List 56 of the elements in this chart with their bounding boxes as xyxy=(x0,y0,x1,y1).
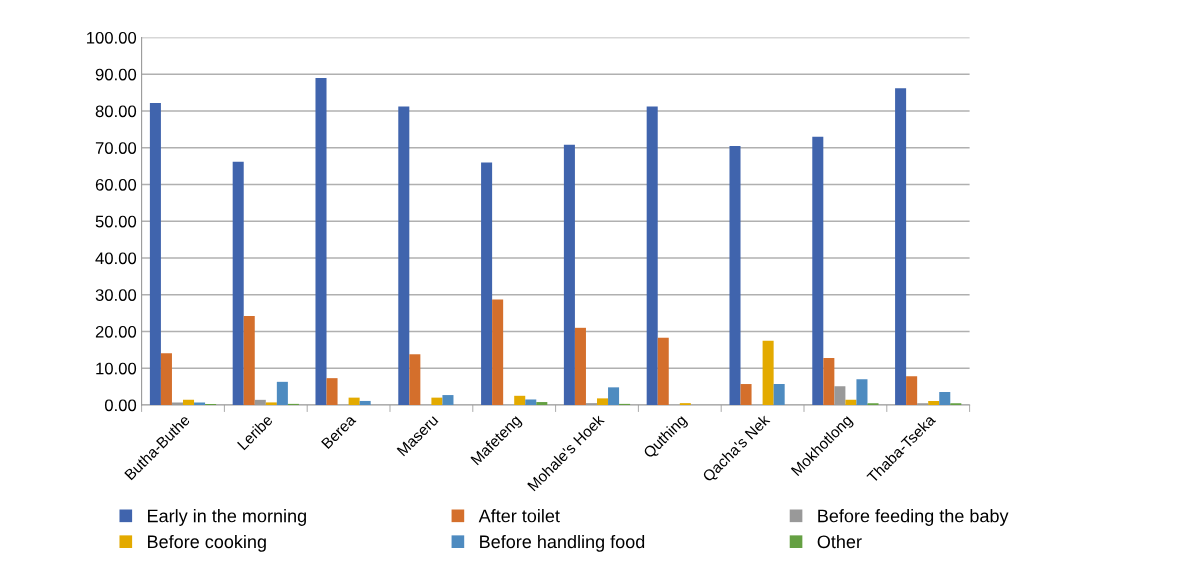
bar xyxy=(895,88,907,405)
bar xyxy=(194,402,206,405)
bar xyxy=(574,327,586,405)
bar xyxy=(646,106,658,405)
bar xyxy=(525,399,537,405)
bar xyxy=(823,357,835,405)
bar xyxy=(315,77,327,405)
bar xyxy=(928,400,940,405)
y-tick-label: 60.00 xyxy=(95,178,137,191)
bar xyxy=(492,299,504,405)
legend-label: Before handling food xyxy=(480,534,645,552)
y-tick-label: 100.00 xyxy=(87,31,137,44)
y-tick-label: 20.00 xyxy=(95,325,137,338)
y-tick-label: 80.00 xyxy=(95,105,137,118)
bar xyxy=(442,395,454,405)
bar xyxy=(409,354,421,405)
bar xyxy=(149,102,161,405)
legend-label: Before feeding the baby xyxy=(818,509,1009,526)
y-tick-label: 50.00 xyxy=(95,215,137,228)
y-tick-label: 90.00 xyxy=(95,68,137,81)
bar xyxy=(160,353,172,405)
legend-label: Before cooking xyxy=(148,534,266,552)
bar xyxy=(326,378,338,405)
bar xyxy=(398,106,410,405)
bar xyxy=(597,398,609,405)
bar xyxy=(431,397,443,405)
bar xyxy=(183,399,195,405)
y-tick-label: 40.00 xyxy=(95,252,137,265)
bar xyxy=(740,384,752,405)
bar xyxy=(265,402,277,405)
legend-label: Other xyxy=(817,534,862,549)
bar xyxy=(729,145,741,405)
bar xyxy=(348,397,360,405)
legend-label: Early in the morning xyxy=(148,509,306,526)
bar xyxy=(536,402,548,405)
bar xyxy=(608,387,620,405)
bar xyxy=(514,395,526,405)
bar xyxy=(481,162,493,405)
bar xyxy=(657,337,669,405)
bar xyxy=(359,400,371,405)
bar xyxy=(906,376,918,405)
bar xyxy=(856,379,868,405)
bar xyxy=(845,399,857,405)
y-tick-label: 0.00 xyxy=(104,399,137,412)
bar xyxy=(762,340,774,405)
bar xyxy=(939,392,951,405)
bar xyxy=(276,381,288,405)
bar xyxy=(812,136,824,405)
bar xyxy=(232,161,244,405)
y-tick-label: 10.00 xyxy=(96,362,137,375)
y-tick-label: 30.00 xyxy=(95,289,137,301)
bar xyxy=(773,384,785,405)
legend-label: After toilet xyxy=(478,509,560,523)
bar xyxy=(243,316,255,405)
y-tick-label: 70.00 xyxy=(95,142,137,154)
bar xyxy=(563,144,575,405)
